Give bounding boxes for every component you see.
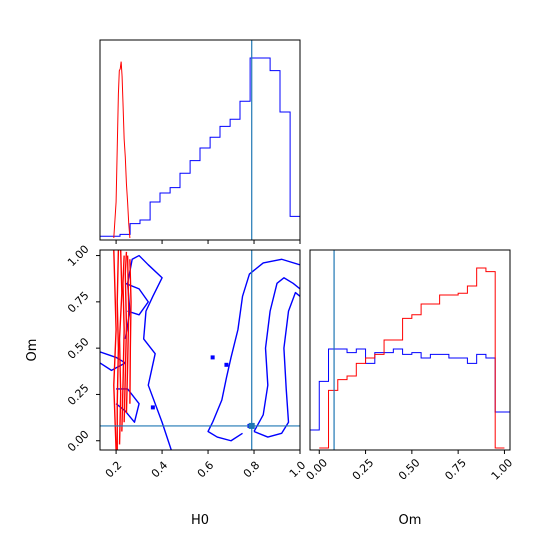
contour-blob-0-0 bbox=[150, 405, 155, 410]
contour-0-2 bbox=[124, 254, 172, 450]
h0-om-joint-panel: 0.2 0.4 0.6 0.8 1.0 0.00 0.25 0.50 0.75 1.00 bbox=[65, 243, 308, 481]
axes-frame-1 bbox=[99, 249, 301, 451]
contour-1-1 bbox=[116, 250, 120, 450]
hist-series-0-1 bbox=[113, 61, 131, 239]
y-tick-label-1-4: 1.00 bbox=[65, 243, 92, 270]
joint-plot-area bbox=[100, 250, 300, 450]
y-tick-label-1-1: 0.25 bbox=[65, 382, 92, 409]
contour-1-0 bbox=[113, 250, 117, 450]
contour-0-3 bbox=[125, 282, 149, 316]
hist-series-2-1 bbox=[319, 267, 505, 449]
contour-blob-0-2 bbox=[224, 362, 229, 367]
contour-1-2 bbox=[118, 250, 123, 445]
x-tick-label-1-0: 0.2 bbox=[103, 459, 125, 481]
x-tick-label-1-2: 0.6 bbox=[195, 459, 217, 481]
hist-series-0-0 bbox=[99, 57, 301, 238]
x-tick-label-2-2: 0.50 bbox=[396, 456, 423, 483]
truth-point bbox=[248, 422, 255, 429]
x-tick-label-1-3: 0.8 bbox=[241, 459, 263, 481]
x-tick-label-2-4: 1.00 bbox=[489, 456, 516, 483]
contour-1-6 bbox=[129, 259, 132, 404]
contour-0-6 bbox=[253, 277, 300, 432]
y-tick-label-1-2: 0.50 bbox=[65, 335, 92, 362]
contour-1-4 bbox=[123, 251, 128, 423]
contour-blob-0-1 bbox=[210, 355, 215, 360]
x-tick-label-2-1: 0.25 bbox=[350, 456, 377, 483]
om-marginal-panel: 0.00 0.25 0.50 0.75 1.00 bbox=[304, 249, 516, 483]
h0-marginal-panel bbox=[99, 39, 301, 244]
contour-1-3 bbox=[121, 255, 125, 432]
x-tick-label-1-4: 1.0 bbox=[287, 459, 309, 481]
x-tick-label-2-3: 0.75 bbox=[442, 456, 469, 483]
axes-frame-0 bbox=[99, 39, 301, 241]
y-tick-label-1-0: 0.00 bbox=[65, 428, 92, 455]
contour-0-4 bbox=[211, 258, 300, 423]
x-tick-label-2-0: 0.00 bbox=[304, 456, 331, 483]
contour-0-5 bbox=[207, 421, 243, 442]
om-axis-label-vertical: Om bbox=[25, 339, 40, 362]
hist-series-2-0 bbox=[309, 348, 511, 448]
y-tick-label-1-3: 0.75 bbox=[65, 289, 92, 316]
h0-axis-label: H0 bbox=[191, 513, 209, 528]
axes-frame-2 bbox=[309, 249, 511, 451]
contour-1-5 bbox=[125, 255, 130, 413]
om-axis-label: Om bbox=[399, 513, 422, 528]
contour-0-7 bbox=[253, 291, 300, 438]
contour-0-0 bbox=[100, 351, 126, 372]
x-tick-label-1-1: 0.4 bbox=[149, 459, 171, 481]
